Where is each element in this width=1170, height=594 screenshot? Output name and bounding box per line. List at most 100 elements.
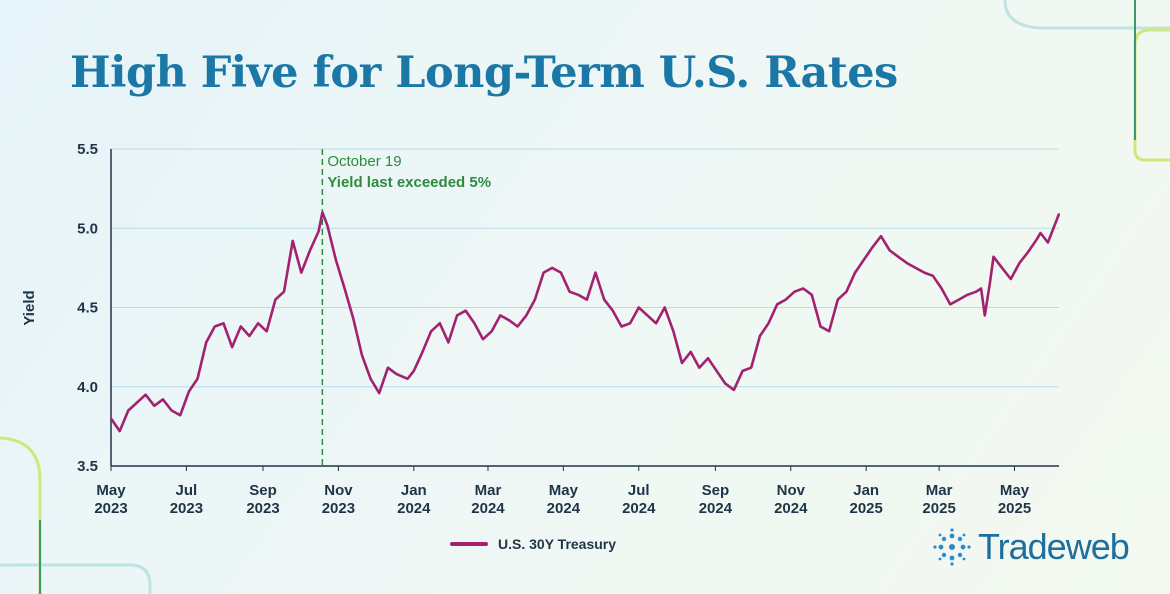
- x-tick-month-label: Mar: [926, 482, 953, 499]
- series-point: [802, 287, 805, 290]
- series-point: [707, 357, 709, 360]
- series-points: [110, 211, 1060, 433]
- series-point: [663, 306, 666, 309]
- series-point: [516, 325, 519, 328]
- series-point: [257, 322, 259, 325]
- series-point: [983, 314, 986, 317]
- series-point: [992, 255, 995, 258]
- series-point: [438, 322, 441, 325]
- series-point: [153, 404, 156, 407]
- series-point: [750, 366, 753, 369]
- x-tick-month-label: May: [549, 482, 579, 499]
- series-line-us-30y-treasury: [109, 211, 1061, 433]
- x-tick-year-label: 2025: [998, 500, 1031, 517]
- series-point: [836, 298, 839, 301]
- series-point: [412, 370, 415, 372]
- annotation-text-label: Yield last exceeded 5%: [327, 174, 491, 191]
- x-tick-year-label: 2023: [170, 500, 203, 517]
- series-point: [1018, 262, 1021, 265]
- series-point: [741, 370, 744, 372]
- legend-label: U.S. 30Y Treasury: [498, 536, 617, 552]
- series-point: [542, 271, 545, 274]
- y-tick-label: 3.5: [77, 458, 98, 475]
- series-point: [136, 401, 138, 404]
- x-tick-year-label: 2023: [322, 500, 355, 517]
- series-point: [845, 290, 848, 293]
- series-point: [914, 266, 917, 269]
- series-point: [421, 350, 424, 353]
- series-point: [758, 335, 761, 337]
- series-point: [162, 398, 164, 401]
- series-point: [144, 393, 147, 396]
- x-tick-year-label: 2023: [94, 500, 127, 517]
- series-point: [464, 309, 467, 312]
- legend-swatch: [450, 542, 488, 546]
- series-point: [369, 377, 372, 380]
- series-point: [793, 290, 796, 293]
- series-point: [980, 287, 983, 290]
- series-point: [118, 430, 121, 433]
- series-point: [1058, 213, 1060, 215]
- tradeweb-starburst-logo-icon: [933, 528, 971, 566]
- series-point: [430, 330, 433, 333]
- series-point: [187, 390, 190, 393]
- series-point: [611, 309, 614, 312]
- x-tick-year-label: 2024: [397, 500, 431, 517]
- series-point: [386, 366, 389, 369]
- y-tick-label: 5.5: [77, 141, 98, 158]
- x-tick-year-label: 2025: [922, 500, 955, 517]
- series-point: [309, 249, 311, 252]
- series-point: [681, 362, 683, 364]
- series-point: [110, 417, 112, 420]
- legend: U.S. 30Y Treasury: [450, 536, 616, 552]
- x-tick-month-label: Sep: [249, 482, 277, 499]
- x-tick-month-label: Jan: [401, 482, 427, 499]
- x-tick-year-label: 2024: [774, 500, 808, 517]
- series-point: [975, 290, 978, 293]
- x-tick-month-label: Jul: [176, 482, 198, 499]
- series-point: [603, 298, 606, 301]
- series-point: [213, 325, 216, 328]
- series-point: [1009, 278, 1012, 280]
- series-point: [335, 259, 337, 261]
- y-tick-label: 5.0: [77, 220, 98, 237]
- series-point: [447, 341, 450, 344]
- series-point: [871, 246, 874, 249]
- grid-lines: [111, 148, 1059, 388]
- x-tick-month-label: May: [96, 482, 126, 499]
- series-point: [283, 290, 285, 293]
- x-tick-year-label: 2025: [849, 500, 882, 517]
- series-point: [906, 262, 908, 265]
- series-point: [585, 298, 588, 301]
- series-point: [655, 322, 657, 325]
- series-point: [1039, 232, 1042, 234]
- series-point: [949, 303, 952, 306]
- x-tick-year-label: 2023: [246, 500, 279, 517]
- x-tick-month-label: Nov: [777, 482, 806, 499]
- x-tick-year-label: 2024: [622, 500, 656, 517]
- series-point: [1046, 241, 1049, 244]
- brand-name: Tradeweb: [978, 526, 1130, 567]
- series-point: [568, 290, 571, 293]
- x-axis-ticks: May2023Jul2023Sep2023Nov2023Jan2024Mar20…: [94, 466, 1031, 517]
- series-point: [352, 317, 355, 320]
- series-point: [127, 409, 130, 412]
- series-point: [819, 325, 822, 328]
- series-point: [1001, 266, 1004, 269]
- x-tick-year-label: 2024: [699, 500, 733, 517]
- series-point: [551, 266, 554, 269]
- y-axis-ticks: 3.5 4.0 4.5 5.0 5.5: [77, 141, 98, 475]
- series-point: [620, 325, 623, 328]
- series-point: [854, 271, 856, 274]
- series-point: [637, 306, 640, 309]
- series-point: [629, 322, 632, 325]
- series-point: [646, 314, 649, 317]
- x-tick-month-label: Nov: [324, 482, 353, 499]
- x-tick-month-label: Sep: [702, 482, 730, 499]
- series-point: [1027, 251, 1030, 253]
- series-point: [988, 282, 991, 285]
- series-point: [862, 259, 865, 261]
- series-point: [932, 274, 934, 277]
- annotation-date-label: October 19: [327, 153, 401, 170]
